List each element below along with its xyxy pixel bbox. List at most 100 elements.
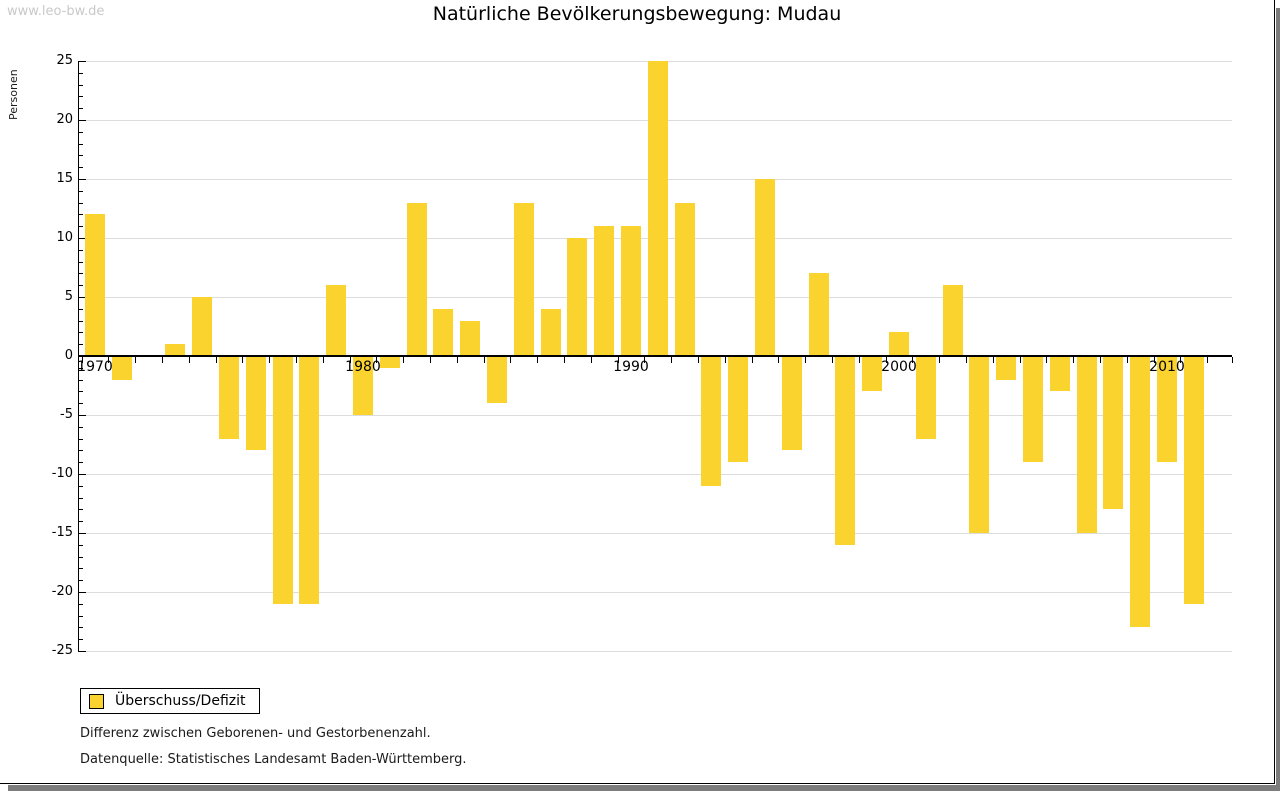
x-tick bbox=[242, 357, 243, 363]
bar-2002 bbox=[943, 285, 963, 355]
y-minor-tick bbox=[79, 332, 83, 333]
watermark: www.leo-bw.de bbox=[7, 4, 105, 19]
x-tick bbox=[484, 357, 485, 363]
bar-1977 bbox=[273, 357, 293, 604]
y-major-tick bbox=[79, 415, 86, 416]
x-tick bbox=[698, 357, 699, 363]
y-minor-tick bbox=[79, 85, 83, 86]
y-tick-label: 0 bbox=[64, 348, 73, 363]
y-minor-tick bbox=[79, 568, 83, 569]
x-tick bbox=[296, 357, 297, 363]
y-minor-tick bbox=[79, 132, 83, 133]
y-minor-tick bbox=[79, 226, 83, 227]
y-tick-label: -15 bbox=[51, 525, 73, 540]
bar-1990 bbox=[621, 226, 641, 355]
y-tick-label: 20 bbox=[56, 112, 73, 127]
x-tick bbox=[752, 357, 753, 363]
y-minor-tick bbox=[79, 604, 83, 605]
x-tick bbox=[993, 357, 994, 363]
y-minor-tick bbox=[79, 427, 83, 428]
bar-1982 bbox=[407, 203, 427, 355]
x-tick bbox=[1020, 357, 1021, 363]
x-tick bbox=[108, 357, 109, 363]
bar-1993 bbox=[701, 357, 721, 486]
x-tick bbox=[832, 357, 833, 363]
bar-1986 bbox=[514, 203, 534, 355]
y-minor-tick bbox=[79, 557, 83, 558]
x-tick bbox=[1046, 357, 1047, 363]
bar-2006 bbox=[1050, 357, 1070, 391]
bar-1995 bbox=[755, 179, 775, 355]
x-tick bbox=[135, 357, 136, 363]
x-tick bbox=[886, 357, 887, 363]
y-minor-tick bbox=[79, 545, 83, 546]
legend-label: Überschuss/Defizit bbox=[115, 693, 246, 709]
y-major-tick bbox=[79, 592, 86, 593]
y-minor-tick bbox=[79, 616, 83, 617]
bar-1979 bbox=[326, 285, 346, 355]
bar-2007 bbox=[1077, 357, 1097, 533]
bar-2000 bbox=[889, 332, 909, 355]
bar-2008 bbox=[1103, 357, 1123, 509]
y-minor-tick bbox=[79, 309, 83, 310]
x-tick bbox=[1180, 357, 1181, 363]
x-decade-label: 1970 bbox=[77, 359, 113, 375]
bar-2009 bbox=[1130, 357, 1150, 627]
x-tick bbox=[510, 357, 511, 363]
y-major-tick bbox=[79, 651, 86, 652]
x-tick bbox=[778, 357, 779, 363]
y-minor-tick bbox=[79, 73, 83, 74]
y-major-tick bbox=[79, 474, 86, 475]
x-tick bbox=[323, 357, 324, 363]
bar-1974 bbox=[192, 297, 212, 355]
gridline bbox=[78, 592, 1232, 593]
y-major-tick bbox=[79, 533, 86, 534]
bar-1997 bbox=[809, 273, 829, 355]
gridline bbox=[78, 474, 1232, 475]
bar-1973 bbox=[165, 344, 185, 355]
y-minor-tick bbox=[79, 108, 83, 109]
y-minor-tick bbox=[79, 639, 83, 640]
y-minor-tick bbox=[79, 368, 83, 369]
bar-1998 bbox=[835, 357, 855, 545]
y-minor-tick bbox=[79, 214, 83, 215]
y-minor-tick bbox=[79, 580, 83, 581]
y-major-tick bbox=[79, 61, 86, 62]
bar-1987 bbox=[541, 309, 561, 355]
y-minor-tick bbox=[79, 450, 83, 451]
y-minor-tick bbox=[79, 486, 83, 487]
chart-title: Natürliche Bevölkerungsbewegung: Mudau bbox=[432, 3, 842, 25]
x-tick bbox=[966, 357, 967, 363]
y-major-tick bbox=[79, 179, 86, 180]
x-tick bbox=[430, 357, 431, 363]
gridline bbox=[78, 533, 1232, 534]
gridline bbox=[78, 651, 1232, 652]
y-minor-tick bbox=[79, 380, 83, 381]
bar-1991 bbox=[648, 61, 668, 355]
y-tick-label: -5 bbox=[60, 407, 73, 422]
x-tick bbox=[912, 357, 913, 363]
x-tick bbox=[671, 357, 672, 363]
bar-1992 bbox=[675, 203, 695, 355]
bar-1978 bbox=[299, 357, 319, 604]
y-minor-tick bbox=[79, 403, 83, 404]
x-axis-end-tick bbox=[1232, 357, 1233, 363]
x-tick bbox=[189, 357, 190, 363]
bar-2004 bbox=[996, 357, 1016, 380]
x-tick bbox=[1073, 357, 1074, 363]
y-minor-tick bbox=[79, 155, 83, 156]
bar-1985 bbox=[487, 357, 507, 403]
x-tick bbox=[725, 357, 726, 363]
x-tick bbox=[1127, 357, 1128, 363]
x-tick bbox=[403, 357, 404, 363]
y-minor-tick bbox=[79, 498, 83, 499]
y-minor-tick bbox=[79, 273, 83, 274]
bar-1999 bbox=[862, 357, 882, 391]
bar-2003 bbox=[969, 357, 989, 533]
y-tick-label: -20 bbox=[51, 584, 73, 599]
x-tick bbox=[939, 357, 940, 363]
x-tick bbox=[269, 357, 270, 363]
x-tick bbox=[618, 357, 619, 363]
y-tick-label: 25 bbox=[56, 53, 73, 68]
